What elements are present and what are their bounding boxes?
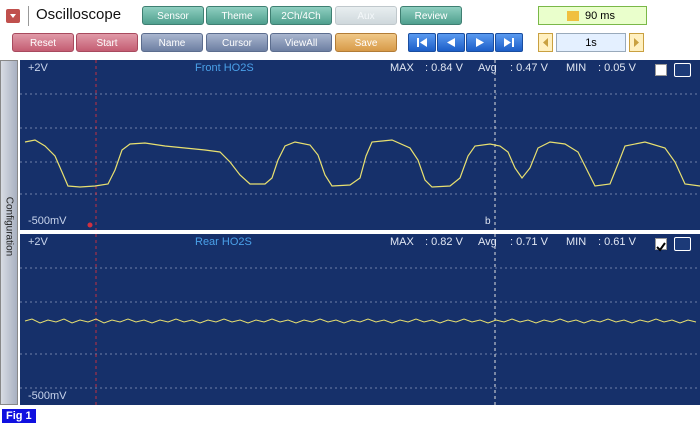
sidebar[interactable]: Configuration [0, 60, 18, 405]
tab[interactable]: Aux [335, 6, 397, 25]
avg-label: Avg [478, 236, 497, 248]
tab[interactable]: Sensor [142, 6, 204, 25]
max-label: MAX [390, 62, 414, 74]
channel-checkbox[interactable] [655, 238, 667, 252]
tab[interactable]: Theme [206, 6, 268, 25]
interval-value: 90 ms [585, 10, 615, 22]
sidebar-label: Configuration [3, 196, 15, 257]
name-button[interactable]: Name [141, 33, 203, 52]
channel-panel: +2V -500mV Front HO2S MAX : 0.84 V Avg :… [20, 60, 700, 230]
max-value: : 0.82 V [425, 236, 463, 248]
next-button[interactable] [466, 33, 494, 52]
min-value: : 0.05 V [598, 62, 636, 74]
figure-caption: Fig 1 [2, 409, 36, 423]
cursor-button[interactable]: Cursor [206, 33, 268, 52]
app-title: Oscilloscope [36, 6, 122, 23]
channel-window-button[interactable] [674, 63, 691, 77]
viewall-button[interactable]: ViewAll [270, 33, 332, 52]
start-button[interactable]: Start [76, 33, 138, 52]
max-label: MAX [390, 236, 414, 248]
first-button[interactable] [408, 33, 436, 52]
reset-button[interactable]: Reset [12, 33, 74, 52]
prev-button[interactable] [437, 33, 465, 52]
last-button[interactable] [495, 33, 523, 52]
waveform-area [20, 234, 700, 405]
interval-display: 90 ms [538, 6, 647, 25]
scale-bottom: -500mV [28, 390, 67, 402]
waveform-area [20, 60, 700, 230]
cursor-label: b [485, 216, 491, 227]
avg-label: Avg [478, 62, 497, 74]
channel-window-button[interactable] [674, 237, 691, 251]
scale-bottom: -500mV [28, 215, 67, 227]
save-button[interactable]: Save [335, 33, 397, 52]
channel-name: Front HO2S [195, 62, 254, 74]
interval-icon [567, 11, 579, 21]
timebase-down[interactable] [538, 33, 553, 52]
timebase-up[interactable] [629, 33, 644, 52]
avg-value: : 0.47 V [510, 62, 548, 74]
channel-name: Rear HO2S [195, 236, 252, 248]
scale-top: +2V [28, 236, 48, 248]
menu-icon[interactable] [6, 9, 20, 23]
scale-top: +2V [28, 62, 48, 74]
avg-value: : 0.71 V [510, 236, 548, 248]
min-value: : 0.61 V [598, 236, 636, 248]
min-label: MIN [566, 62, 587, 74]
timebase-value: 1s [556, 33, 626, 52]
tab[interactable]: 2Ch/4Ch [270, 6, 332, 25]
divider [28, 6, 29, 26]
channel-checkbox[interactable] [655, 64, 667, 76]
tab[interactable]: Review [400, 6, 462, 25]
min-label: MIN [566, 236, 587, 248]
channel-panel: +2V -500mV Rear HO2S MAX : 0.82 V Avg : … [20, 234, 700, 405]
max-value: : 0.84 V [425, 62, 463, 74]
